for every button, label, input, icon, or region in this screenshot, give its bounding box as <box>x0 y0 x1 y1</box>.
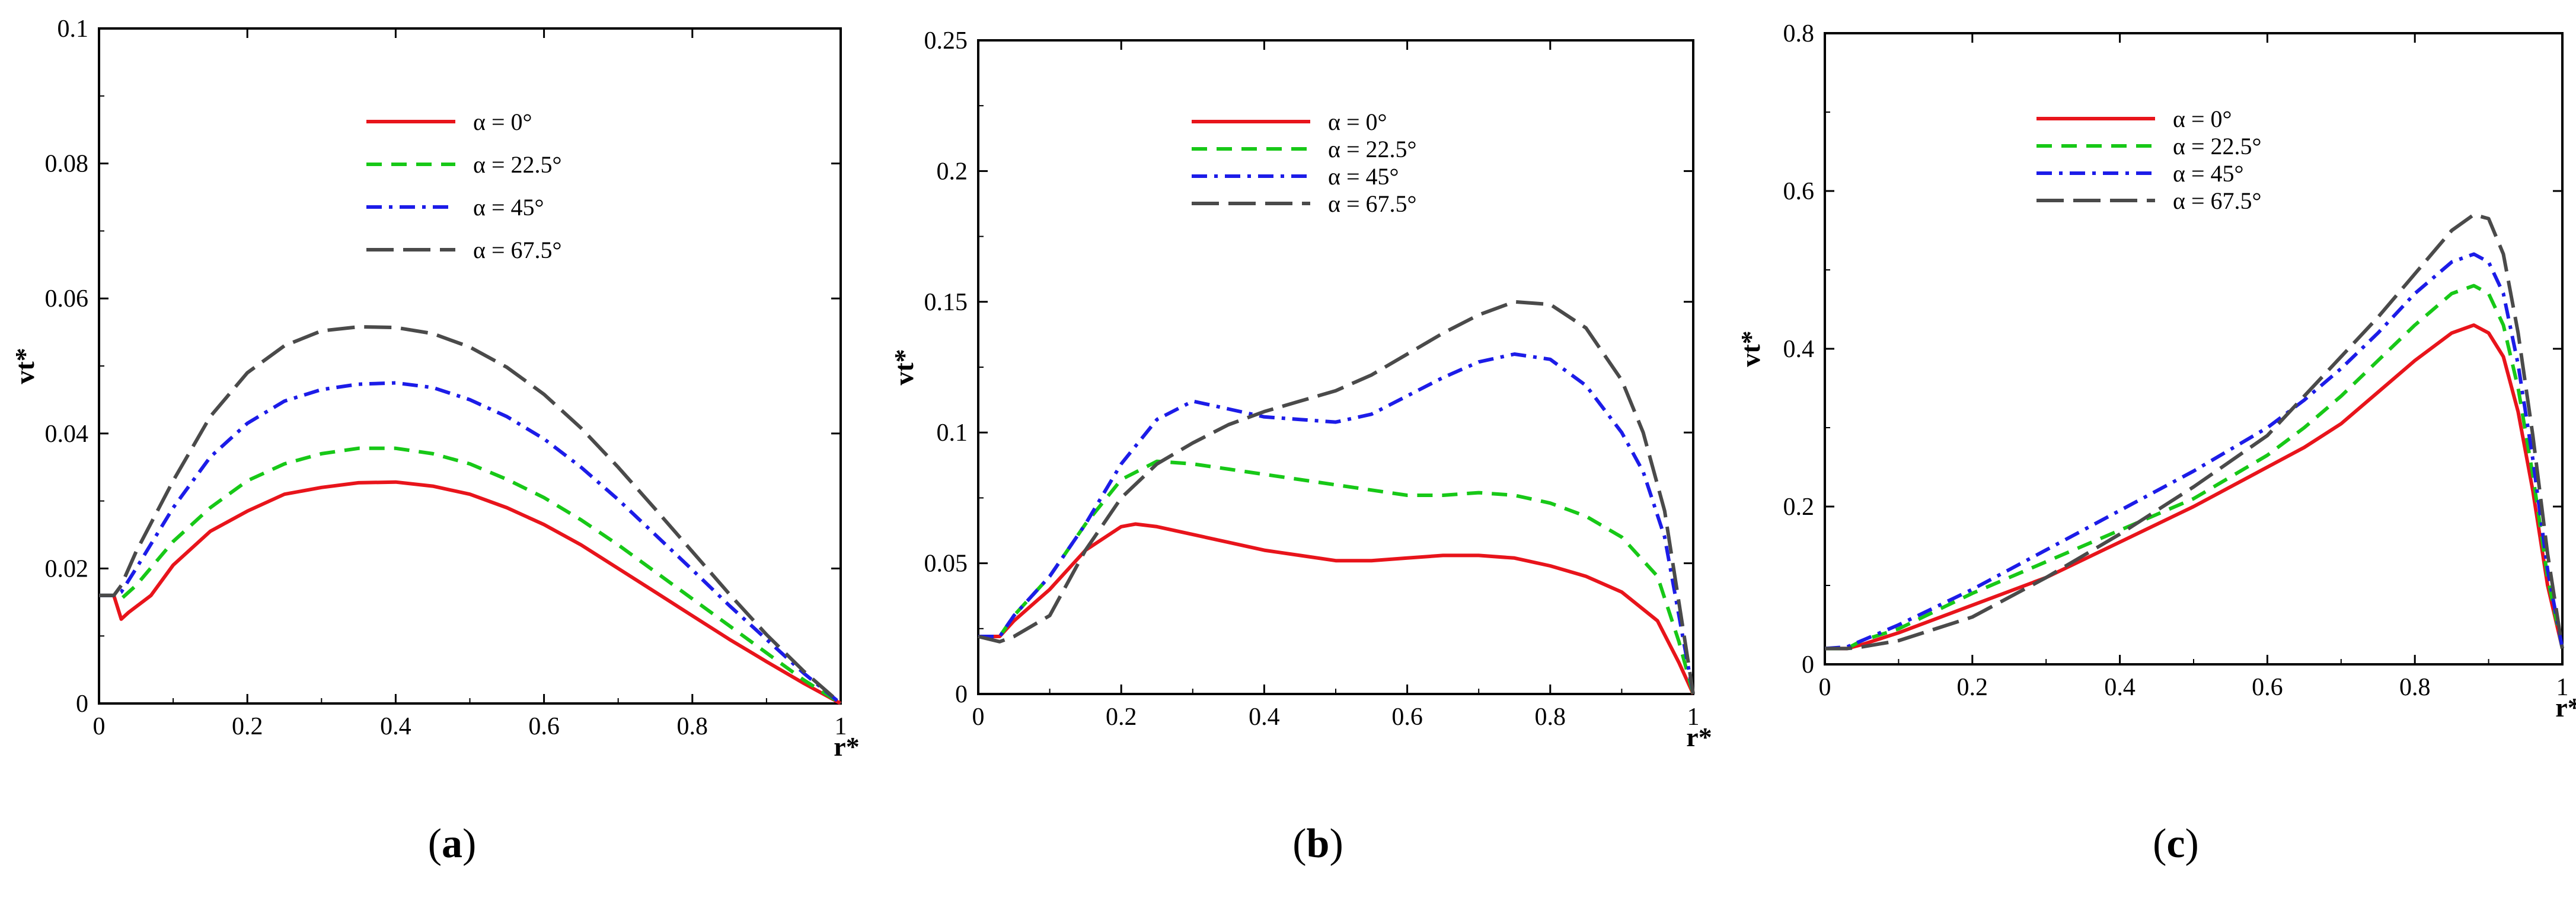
x-tick-label: 1 <box>835 713 847 740</box>
x-tick-label: 0.2 <box>232 713 263 740</box>
y-tick-label: 0.2 <box>937 158 968 185</box>
x-tick-label: 0.8 <box>677 713 708 740</box>
x-tick-label: 0.8 <box>1535 703 1566 731</box>
y-axis-title: vt* <box>889 349 919 385</box>
legend-label: α = 0° <box>2173 106 2232 132</box>
series-line-3 <box>99 325 842 705</box>
x-tick-label: 0.4 <box>2104 674 2136 701</box>
x-tick-label: 0.2 <box>1957 674 1988 701</box>
legend: α = 0°α = 22.5°α = 45°α = 67.5° <box>1192 109 1417 217</box>
series-line-1 <box>99 446 842 705</box>
y-tick-label: 0.8 <box>1783 20 1815 47</box>
y-tick-label: 0 <box>1802 651 1814 679</box>
plot-frame <box>98 27 842 705</box>
x-tick-label: 0.6 <box>528 713 560 740</box>
legend: α = 0° α = 22.5° α = 45° α = 67.5° <box>366 109 562 263</box>
y-tick-label: 0.2 <box>1783 494 1815 521</box>
series-line-2 <box>99 381 842 705</box>
legend-label: α = 45° <box>2173 160 2244 187</box>
panel-caption: (a) <box>428 821 477 867</box>
x-tick-label: 0.6 <box>1391 703 1423 731</box>
y-axis-title: vt* <box>1735 330 1766 367</box>
chart-panel-a: 0 0.2 0.4 0.6 0.8 1 0 0.02 0.04 0.06 0.08 0.1 r* vt* α… <box>9 15 860 867</box>
x-tick-label: 0 <box>972 703 985 731</box>
chart-panel-b: 0 0.2 0.4 0.6 0.8 1 0 0.05 0.1 0.15 0.2 0.25 r* vt* α … <box>889 27 1712 867</box>
x-tick-label: 0.4 <box>1249 703 1280 731</box>
x-tick-label: 0 <box>93 713 106 740</box>
y-axis-title: vt* <box>9 348 40 384</box>
y-tick-label: 0 <box>76 690 88 718</box>
y-tick-label: 0.1 <box>937 419 968 447</box>
y-tick-label: 0.15 <box>924 289 968 316</box>
x-tick-label: 0.4 <box>380 713 411 740</box>
y-tick-label: 0.25 <box>924 27 968 55</box>
x-tick-label: 1 <box>1687 703 1700 731</box>
series-line-0 <box>978 522 1695 695</box>
legend-label: α = 45° <box>473 194 544 221</box>
panel-caption: (c) <box>2153 821 2199 867</box>
legend-label: α = 0° <box>1328 109 1387 135</box>
legend-label: α = 0° <box>473 109 532 135</box>
y-tick-label: 0.04 <box>45 421 89 448</box>
x-tick-label: 0.6 <box>2252 674 2283 701</box>
x-tick-label: 1 <box>2556 674 2569 701</box>
y-tick-label: 0.05 <box>924 550 968 578</box>
series-line-1 <box>978 459 1695 695</box>
series-line-2 <box>1824 252 2564 651</box>
y-tick-label: 0.06 <box>45 285 89 313</box>
legend-label: α = 67.5° <box>2173 187 2262 214</box>
y-tick-label: 0.08 <box>45 151 89 178</box>
legend-label: α = 22.5° <box>473 151 562 178</box>
y-tick-label: 0 <box>955 681 968 708</box>
legend-label: α = 45° <box>1328 163 1399 190</box>
x-tick-label: 0 <box>1819 674 1831 701</box>
legend-label: α = 22.5° <box>1328 136 1417 163</box>
x-tick-label: 0.8 <box>2399 674 2431 701</box>
series-line-3 <box>1825 212 2564 651</box>
x-tick-label: 0.2 <box>1106 703 1137 731</box>
y-tick-label: 0.6 <box>1783 178 1815 205</box>
x-axis-title: r* <box>834 731 859 762</box>
panel-caption: (b) <box>1292 821 1343 867</box>
legend-label: α = 67.5° <box>1328 190 1417 217</box>
series-line-3 <box>978 300 1695 695</box>
legend: α = 0°α = 22.5°α = 45°α = 67.5° <box>2036 106 2262 214</box>
y-tick-label: 0.4 <box>1783 336 1815 363</box>
x-axis-title: r* <box>2555 692 2576 722</box>
y-tick-label: 0.02 <box>45 555 89 582</box>
x-axis-title: r* <box>1686 722 1712 752</box>
legend-label: α = 67.5° <box>473 237 562 263</box>
y-tick-label: 0.1 <box>58 15 89 43</box>
series-line-0 <box>1825 323 2564 651</box>
legend-label: α = 22.5° <box>2173 133 2262 160</box>
series-line-1 <box>1825 284 2564 651</box>
series-line-0 <box>99 480 842 705</box>
